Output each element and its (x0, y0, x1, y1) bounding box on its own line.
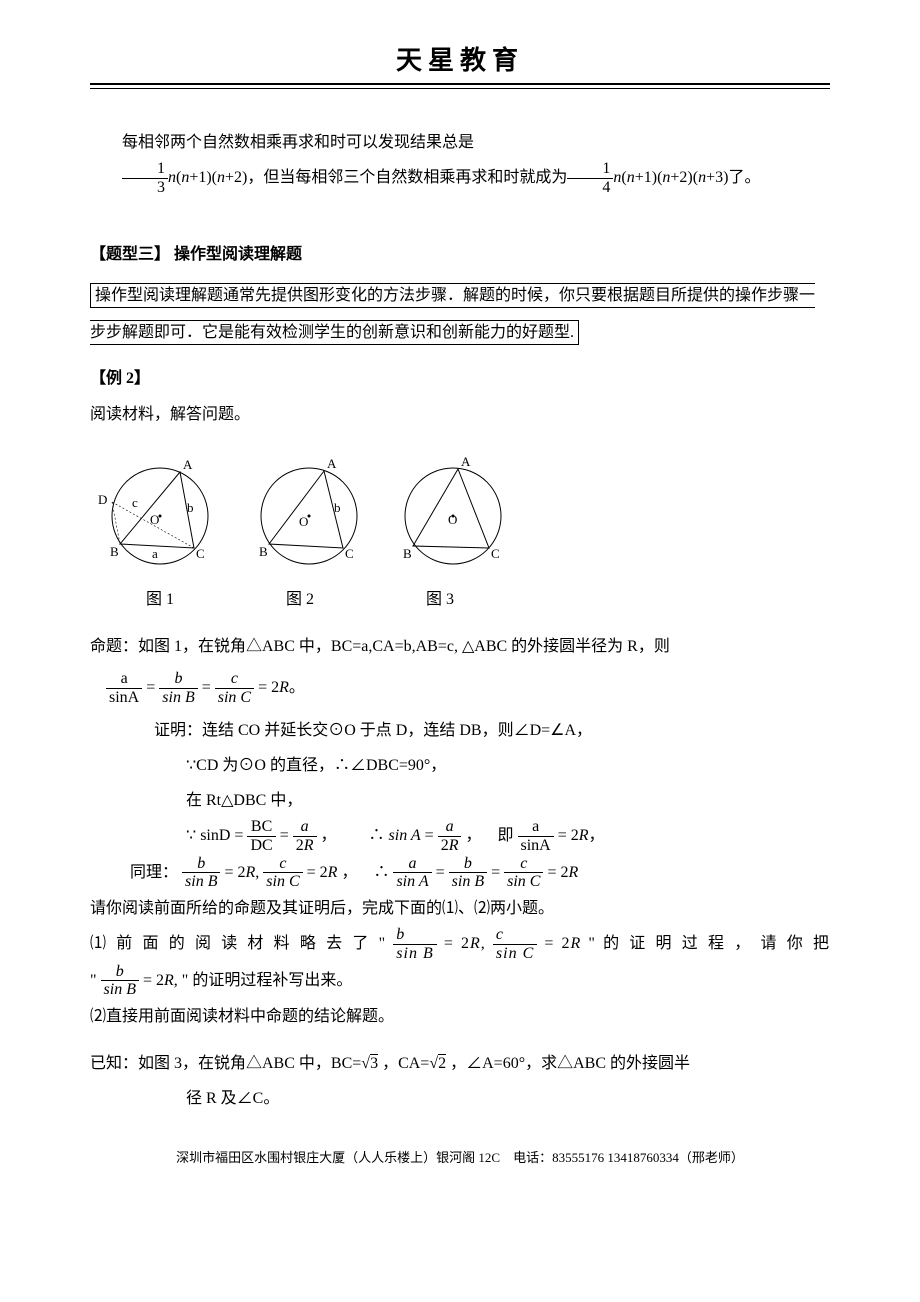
q1-line2: " bsin B = 2R, " 的证明过程补写出来。 (90, 963, 830, 999)
q1-line2-head: " (90, 972, 97, 989)
proof-2: ∵CD 为⊙O 的直径，∴∠DBC=90°， (90, 748, 830, 783)
label-A2: A (327, 456, 337, 471)
caption-1: 图 1 (90, 582, 230, 617)
header-rule (90, 83, 830, 89)
proof-head: 证明：连结 CO 并延长交⊙O 于点 D，连结 DB，则∠D=∠A， (90, 713, 830, 748)
label-b: b (187, 500, 194, 515)
intro-line1: 每相邻两个自然数相乘再求和时可以发现结果总是 (90, 125, 830, 160)
q1-line2-tail: " 的证明过程补写出来。 (182, 972, 353, 989)
body-content: 每相邻两个自然数相乘再求和时可以发现结果总是 13n(n+1)(n+2)，但当每… (90, 125, 830, 1117)
caption-3: 图 3 (370, 582, 510, 617)
example-intro: 阅读材料，解答问题。 (90, 397, 830, 432)
diagram-row: A B C D O a b c A B C O b (90, 454, 830, 574)
proposition-head: 命题：如图 1，在锐角△ABC 中，BC=a,CA=b,AB=c, △ABC 的… (90, 629, 830, 664)
label-c: c (132, 495, 138, 510)
q1-head: ⑴ 前 面 的 阅 读 材 料 略 去 了 " (90, 935, 386, 952)
label-O2: O (299, 514, 308, 529)
label-B3: B (403, 546, 412, 561)
q1-tail: " 的 证 明 过 程 ， 请 你 把 (588, 935, 830, 952)
proof-5: 同理： bsin B = 2R, csin C = 2R ， ∴ asin A … (90, 855, 830, 891)
q2: ⑵直接用前面阅读材料中命题的结论解题。 (90, 999, 830, 1034)
given-1a: 已知：如图 3，在锐角△ABC 中，BC= (90, 1055, 361, 1072)
label-B2: B (259, 544, 268, 559)
proof4-lead: ∵ (186, 827, 200, 844)
law-of-sines: asinA = bsin B = csin C = 2R。 (106, 670, 830, 706)
fraction-one-third: 13 (122, 160, 168, 196)
given-1c: ，∠A=60°，求△ABC 的外接圆半 (450, 1055, 690, 1072)
label-A3: A (461, 454, 471, 469)
caption-2: 图 2 (230, 582, 370, 617)
label-B: B (110, 544, 119, 559)
figure-2: A B C O b (244, 454, 374, 574)
footer: 深圳市福田区水围村银庄大厦（人人乐楼上）银河阁 12C 电话：83555176 … (90, 1147, 830, 1166)
after-proof: 请你阅读前面所给的命题及其证明后，完成下面的⑴、⑵两小题。 (90, 891, 830, 926)
label-O3: O (448, 512, 457, 527)
label-C3: C (491, 546, 500, 561)
page: 天星教育 每相邻两个自然数相乘再求和时可以发现结果总是 13n(n+1)(n+2… (0, 0, 920, 1302)
header-title: 天星教育 (90, 40, 830, 77)
label-O: O (150, 512, 159, 527)
q1-line1: ⑴ 前 面 的 阅 读 材 料 略 去 了 " bsin B = 2R, csi… (90, 926, 830, 962)
intro-tail: 了。 (728, 169, 760, 186)
type-header: 【题型三】 操作型阅读理解题 (90, 237, 830, 272)
proof4-mid: ， ∴ (321, 827, 389, 844)
given-line2: 径 R 及∠C。 (90, 1081, 830, 1116)
type-box-text: 操作型阅读理解题通常先提供图形变化的方法步骤．解题的时候，你只要根据题目所提供的… (90, 283, 815, 345)
proof-4: ∵ sinD = BCDC = a2R ， ∴ sin A = a2R ， 即 … (90, 818, 830, 854)
figure-3: A B C O (388, 454, 518, 574)
given-line1: 已知：如图 3，在锐角△ABC 中，BC=√3 ，CA=√2 ，∠A=60°，求… (90, 1046, 830, 1081)
intro-formula-line: 13n(n+1)(n+2)，但当每相邻三个自然数相乘再求和时就成为14n(n+1… (90, 160, 830, 196)
label-A: A (183, 457, 193, 472)
proof5-lead: 同理： (130, 864, 178, 881)
example-label: 【例 2】 (90, 361, 830, 396)
label-a: a (152, 546, 158, 561)
label-C2: C (345, 546, 354, 561)
caption-row: 图 1 图 2 图 3 (90, 582, 830, 617)
proof4-tail: ， 即 (465, 827, 513, 844)
fraction-one-fourth: 14 (567, 160, 613, 196)
label-C: C (196, 546, 205, 561)
figure-1: A B C D O a b c (90, 454, 230, 574)
type-box: 操作型阅读理解题通常先提供图形变化的方法步骤．解题的时候，你只要根据题目所提供的… (90, 278, 830, 352)
proof5-mid: ， ∴ (341, 864, 393, 881)
label-D: D (98, 492, 107, 507)
intro-mid: ，但当每相邻三个自然数相乘再求和时就成为 (247, 169, 567, 186)
proof-3: 在 Rt△DBC 中， (90, 783, 830, 818)
given-1b: ，CA= (382, 1055, 429, 1072)
label-b2: b (334, 500, 341, 515)
